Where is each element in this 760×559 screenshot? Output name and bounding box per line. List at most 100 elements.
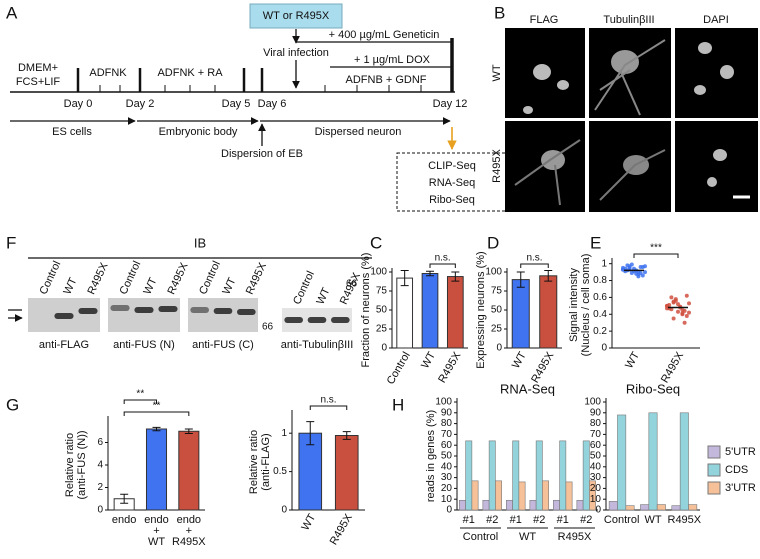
x-tick-label: Control	[604, 514, 639, 526]
point	[640, 273, 645, 278]
lane-label: WT	[220, 276, 238, 297]
bar	[178, 430, 200, 511]
band	[331, 317, 350, 323]
stage: Dispersed neuron	[315, 126, 402, 138]
error-bar	[544, 269, 553, 282]
bar	[576, 499, 584, 511]
band	[78, 308, 98, 314]
band	[110, 305, 130, 311]
x-tick-label: WT	[299, 512, 318, 533]
bracket	[123, 411, 190, 416]
band	[284, 317, 303, 323]
bar	[565, 481, 573, 511]
analysis: Ribo-Seq	[429, 194, 475, 206]
y-tick-label: 0	[601, 343, 607, 354]
y-tick-label: 60	[441, 440, 453, 451]
bracket	[633, 253, 679, 258]
point	[636, 274, 641, 279]
y-tick-label: 25	[491, 324, 503, 335]
point	[671, 316, 676, 321]
significance: n.s.	[435, 253, 451, 264]
y-tick-label: 0	[381, 343, 387, 354]
lane-label: WT	[61, 276, 79, 297]
y-tick-label: 100	[435, 397, 452, 408]
point	[667, 303, 672, 307]
x-tick-label: #2	[486, 514, 498, 526]
bar	[512, 440, 520, 511]
x-tick-label: R495X	[172, 536, 206, 548]
day: Day 5	[222, 98, 251, 110]
legend-swatch	[707, 481, 721, 495]
y-tick-label: 0	[281, 505, 287, 516]
x-tick-label: WT	[148, 536, 165, 548]
day: Day 2	[126, 98, 155, 110]
x-tick-label: +	[186, 525, 192, 537]
bar	[553, 499, 560, 511]
y-tick-label: 0.6	[593, 292, 607, 303]
y-tick-label: 0	[496, 343, 502, 354]
lane-label: R495X	[165, 260, 190, 296]
size-marker: 66	[262, 322, 274, 333]
y-tick-label: 0	[446, 505, 452, 516]
bar	[488, 440, 496, 511]
lane-label: Control	[117, 259, 143, 296]
bracket	[520, 263, 549, 268]
bar	[539, 275, 558, 349]
x-tick-label: Control	[385, 350, 413, 387]
y-tick-label: 80	[590, 418, 602, 429]
error-bar	[184, 428, 193, 434]
y-tick-label: 60	[590, 440, 602, 451]
geneticin: + 400 µg/mL Geneticin	[329, 29, 440, 41]
y-axis-label: Relative ratio	[64, 433, 76, 497]
x-tick-label: WT	[510, 350, 529, 371]
x-tick-label: WT	[419, 350, 438, 371]
bar	[334, 435, 359, 511]
y-axis-label: reads in genes (%)	[425, 410, 437, 502]
x-tick-label: #2	[580, 514, 592, 526]
y-axis-label: Signal intensity	[568, 268, 580, 342]
significance: **	[136, 389, 144, 400]
bar	[495, 480, 502, 511]
x-tick-label: +	[153, 525, 159, 537]
y-tick-label: 75	[491, 286, 503, 297]
bar	[482, 499, 490, 511]
band	[213, 308, 233, 314]
day: Day 6	[258, 98, 287, 110]
panel-label: H	[392, 395, 404, 414]
chart-title: Ribo-Seq	[626, 381, 680, 396]
point	[638, 265, 643, 270]
medium: ADFNK + RA	[157, 67, 223, 79]
bar	[465, 440, 473, 511]
point	[682, 320, 687, 325]
point	[627, 264, 632, 269]
bar	[529, 499, 537, 511]
row-label: WT	[491, 64, 503, 81]
y-tick-label: 40	[441, 461, 453, 472]
y-axis-label: Fraction of neurons (%)	[360, 253, 372, 368]
chart: 0 2 4 6 Relative ratio (anti-FUS (N)) endo endo…	[64, 389, 206, 548]
point	[629, 270, 634, 275]
chart: 0 0.5 1 Relative ratio (anti-FLAG) WT R495X n.s…	[248, 395, 365, 547]
x-tick-label: endo	[177, 514, 201, 526]
dox: + 1 µg/mL DOX	[354, 54, 431, 66]
bar	[617, 414, 627, 511]
point	[687, 310, 691, 315]
medium: FCS+LIF	[16, 76, 61, 88]
y-tick-label: 0	[595, 505, 601, 516]
analysis-box	[396, 152, 508, 212]
column-label: DAPI	[703, 14, 729, 26]
y-axis-label: (Nucleus / cell soma)	[580, 254, 592, 357]
bar	[640, 504, 650, 511]
point	[684, 313, 689, 318]
panel-label: F	[6, 233, 16, 252]
bar	[396, 277, 414, 349]
bar	[459, 499, 466, 511]
x-tick-label: R495X	[529, 349, 557, 385]
bar	[625, 505, 635, 511]
bracket	[123, 399, 157, 404]
y-tick-label: 100	[485, 267, 502, 278]
x-tick-label: WT	[623, 350, 642, 371]
construct: WT or R495X	[263, 10, 330, 22]
x-tick-label: #2	[533, 514, 545, 526]
